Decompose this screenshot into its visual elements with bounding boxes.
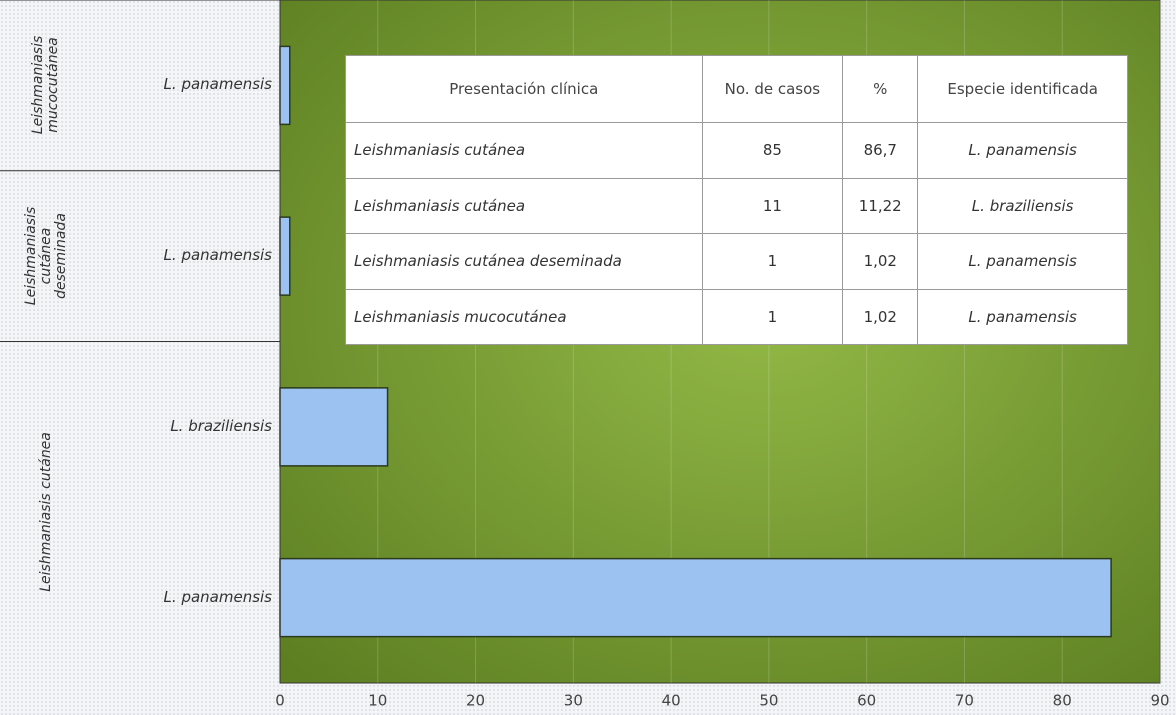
x-tick-label: 10 [368,692,387,710]
bar [279,45,291,126]
group-label: Leishmaniasis cutánea deseminada [22,206,69,306]
table-cell: Leishmaniasis cutánea [345,122,703,179]
bar [279,557,1112,638]
table-cell: 85 [701,122,844,179]
table-cell: L. panamensis [917,233,1128,290]
bar [279,216,291,296]
table-cell: 1 [701,288,844,345]
table-cell: Leishmaniasis mucocutánea [345,288,703,345]
x-tick-label: 0 [275,692,285,710]
table-row: Leishmaniasis cutánea 11 11,22 L. brazilien… [345,177,1128,234]
x-tick-label: 70 [955,692,974,710]
table-cell: 1 [701,233,844,290]
x-tick-label: 80 [1053,692,1072,710]
x-tick-label: 50 [759,692,778,710]
header-row: Presentación clínica No. de casos% Especie… [345,55,1128,123]
column-header: Presentación clínica [345,55,703,123]
column-header: No. de casos [701,55,844,123]
x-tick-label: 30 [564,692,583,710]
table-cell: L. panamensis [917,288,1128,345]
category-label: L. panamensis [163,246,272,265]
table-row: Leishmaniasis mucocutánea 1 1,02 L. panamen… [345,288,1128,345]
table-cell: L. braziliensis [917,177,1128,234]
table-cell: 11,22 [842,177,919,234]
table-cell: Leishmaniasis cutánea [345,177,703,234]
bar [279,387,389,467]
x-tick-label: 90 [1150,692,1169,710]
group-label: Leishmaniasis cutánea [37,432,54,593]
table-cell: Leishmaniasis cutánea deseminada [345,233,703,290]
column-header: Especie identificada [917,55,1128,123]
table-cell: L. panamensis [917,122,1128,179]
table-cell: 1,02 [842,288,919,345]
x-tick-label: 40 [662,692,681,710]
table-cell: 1,02 [842,233,919,290]
table-row: Leishmaniasis cutánea deseminada 1 1,02 L. … [345,233,1128,290]
table-cell: 11 [701,177,844,234]
table-row: Leishmaniasis cutánea 85 86,7 L. panamensis [345,122,1128,179]
column-header: % [842,55,919,123]
category-label: L. braziliensis [170,416,272,435]
group-label: Leishmaniasis mucocutánea [30,36,61,135]
data-table: Presentación clínica No. de casos% Especie… [345,55,1128,345]
table-cell: 86,7 [842,122,919,179]
x-tick-label: 20 [466,692,485,710]
category-label: L. panamensis [163,75,272,94]
category-label: L. panamensis [163,587,272,606]
x-tick-label: 60 [857,692,876,710]
